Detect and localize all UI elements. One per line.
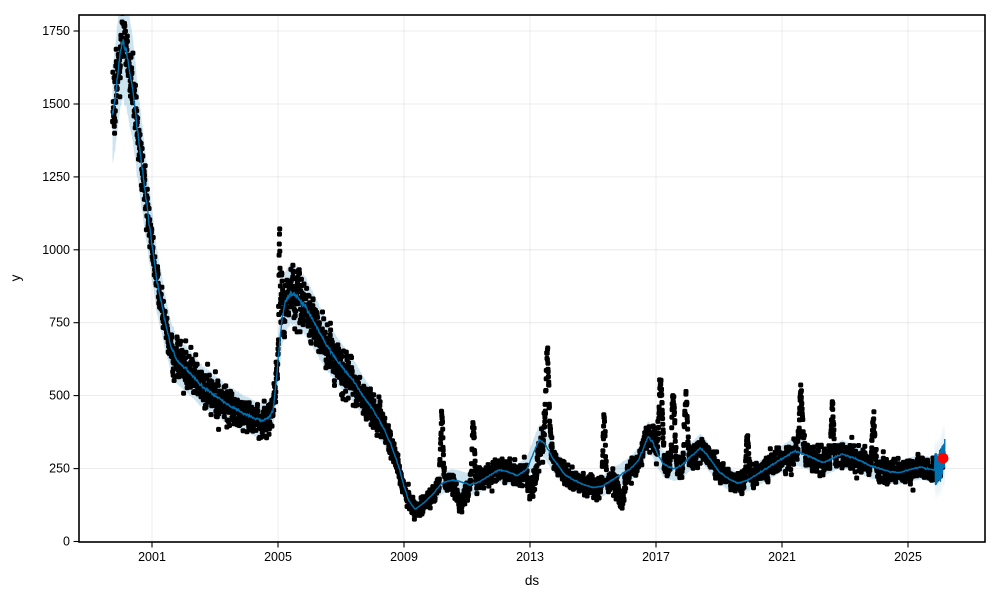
svg-text:750: 750 (49, 316, 70, 330)
svg-text:0: 0 (63, 535, 70, 549)
svg-text:1500: 1500 (42, 97, 70, 111)
svg-text:2021: 2021 (768, 550, 796, 564)
svg-text:2005: 2005 (264, 550, 292, 564)
svg-text:2017: 2017 (642, 550, 670, 564)
svg-text:250: 250 (49, 462, 70, 476)
svg-text:500: 500 (49, 389, 70, 403)
svg-text:2009: 2009 (390, 550, 418, 564)
svg-text:y: y (8, 274, 23, 281)
svg-text:2001: 2001 (138, 550, 166, 564)
svg-text:ds: ds (525, 573, 540, 588)
svg-text:1750: 1750 (42, 24, 70, 38)
svg-text:1250: 1250 (42, 170, 70, 184)
svg-text:2025: 2025 (894, 550, 922, 564)
svg-text:2013: 2013 (516, 550, 544, 564)
svg-text:1000: 1000 (42, 243, 70, 257)
